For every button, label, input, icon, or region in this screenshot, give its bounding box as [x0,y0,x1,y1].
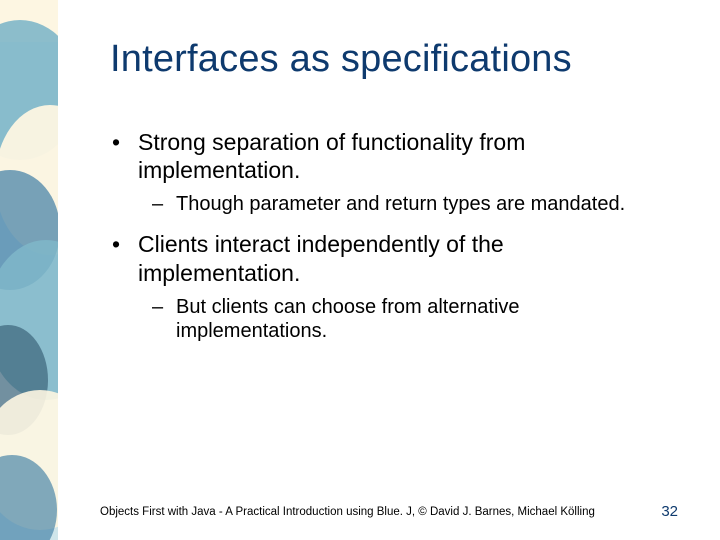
bullet-text: Strong separation of functionality from … [138,128,670,184]
bullet-item: • Clients interact independently of the … [110,230,670,286]
sub-bullet-item: – Though parameter and return types are … [152,192,670,216]
bullet-item: • Strong separation of functionality fro… [110,128,670,184]
slide-content: • Strong separation of functionality fro… [110,128,670,357]
bullet-marker: – [152,295,176,319]
bullet-text: Clients interact independently of the im… [138,230,670,286]
bullet-marker: • [110,230,138,258]
bullet-text: But clients can choose from alternative … [176,295,670,344]
page-number: 32 [661,503,678,520]
background-strip [0,0,58,540]
bullet-marker: – [152,192,176,216]
sub-bullet-item: – But clients can choose from alternativ… [152,295,670,344]
slide: Interfaces as specifications • Strong se… [0,0,720,540]
bullet-marker: • [110,128,138,156]
slide-title: Interfaces as specifications [110,38,572,81]
bullet-text: Though parameter and return types are ma… [176,192,670,216]
background-strip-art [0,0,58,540]
footer-text: Objects First with Java - A Practical In… [100,506,595,518]
